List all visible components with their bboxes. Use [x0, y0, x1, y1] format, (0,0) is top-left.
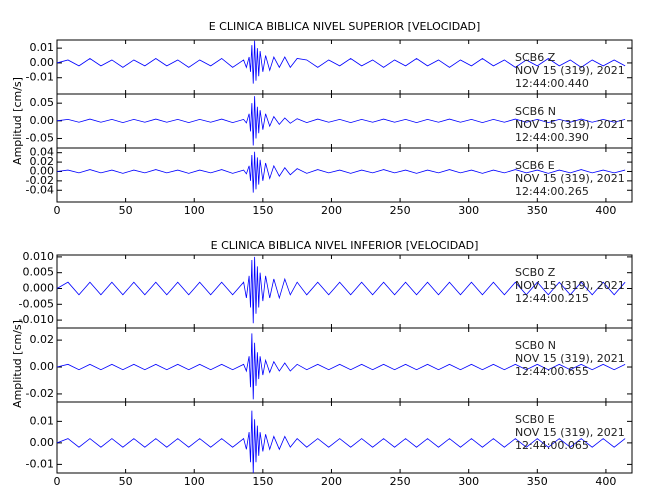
y-tick-label: 0.00: [30, 164, 55, 177]
x-tick-label: 250: [390, 475, 411, 488]
trace-annotation: SCB0 N: [515, 339, 556, 352]
trace-annotation: NOV 15 (319), 2021: [515, 118, 625, 131]
trace-annotation: NOV 15 (319), 2021: [515, 172, 625, 185]
waveform: [56, 256, 626, 324]
trace-annotation: SCB6 N: [515, 105, 556, 118]
x-tick-label: 150: [252, 475, 273, 488]
y-tick-label: 0.02: [30, 333, 55, 346]
y-tick-label: -0.005: [19, 297, 54, 310]
waveform: [56, 151, 626, 193]
y-tick-label: 0.00: [30, 114, 55, 127]
trace-annotation: SCB0 Z: [515, 266, 556, 279]
y-tick-label: -0.05: [26, 131, 54, 144]
x-tick-label: 200: [321, 475, 342, 488]
x-tick-label: 200: [321, 204, 342, 217]
x-tick-label: 150: [252, 204, 273, 217]
x-tick-label: 400: [595, 204, 616, 217]
y-tick-label: 0.01: [30, 414, 55, 427]
y-tick-label: 0.02: [30, 155, 55, 168]
y-tick-label: 0.01: [30, 41, 55, 54]
trace-annotation: 12:44:00.215: [515, 292, 589, 305]
y-tick-label: 0.00: [30, 436, 55, 449]
waveform: [56, 410, 626, 474]
trace-annotation: NOV 15 (319), 2021: [515, 64, 625, 77]
trace-annotation: NOV 15 (319), 2021: [515, 279, 625, 292]
y-tick-label: 0.005: [23, 266, 55, 279]
chart-title: E CLINICA BIBLICA NIVEL SUPERIOR [VELOCI…: [209, 20, 481, 33]
y-tick-label: -0.02: [26, 174, 54, 187]
x-tick-label: 400: [595, 475, 616, 488]
trace-annotation: 12:44:00.065: [515, 439, 589, 452]
trace-annotation: 12:44:00.265: [515, 185, 589, 198]
trace-annotation: 12:44:00.655: [515, 365, 589, 378]
y-tick-label: 0.00: [30, 56, 55, 69]
x-tick-label: 300: [458, 475, 479, 488]
y-axis-label: Amplitud [cm/s]: [11, 77, 24, 165]
x-tick-label: 250: [390, 204, 411, 217]
x-tick-label: 0: [54, 475, 61, 488]
panel-frame: [56, 147, 633, 203]
y-tick-label: 0.05: [30, 96, 55, 109]
x-tick-label: 50: [119, 475, 133, 488]
trace-annotation: NOV 15 (319), 2021: [515, 352, 625, 365]
x-tick-label: 100: [184, 204, 205, 217]
y-tick-label: -0.02: [26, 387, 54, 400]
trace-annotation: SCB6 E: [515, 159, 555, 172]
trace-annotation: 12:44:00.390: [515, 131, 589, 144]
panel-frame: [56, 401, 633, 474]
y-tick-label: -0.01: [26, 457, 54, 470]
y-tick-label: 0.000: [23, 281, 55, 294]
x-tick-label: 100: [184, 475, 205, 488]
y-axis-label: Amplitud [cm/s]: [11, 320, 24, 408]
x-tick-label: 350: [527, 204, 548, 217]
chart-title: E CLINICA BIBLICA NIVEL INFERIOR [VELOCI…: [211, 239, 479, 252]
y-tick-label: 0.00: [30, 360, 55, 373]
trace-annotation: 12:44:00.440: [515, 77, 589, 90]
x-tick-label: 50: [119, 204, 133, 217]
y-tick-label: 0.04: [30, 146, 55, 159]
x-tick-label: 0: [54, 204, 61, 217]
y-tick-label: -0.010: [19, 313, 54, 326]
x-tick-label: 300: [458, 204, 479, 217]
waveform: [56, 333, 626, 400]
trace-annotation: SCB0 E: [515, 413, 555, 426]
waveform: [56, 96, 626, 146]
waveform: [56, 40, 626, 84]
y-tick-label: -0.01: [26, 71, 54, 84]
trace-annotation: NOV 15 (319), 2021: [515, 426, 625, 439]
y-tick-label: -0.04: [26, 183, 54, 196]
x-tick-label: 350: [527, 475, 548, 488]
y-tick-label: 0.010: [23, 250, 55, 263]
trace-annotation: SCB6 Z: [515, 51, 556, 64]
